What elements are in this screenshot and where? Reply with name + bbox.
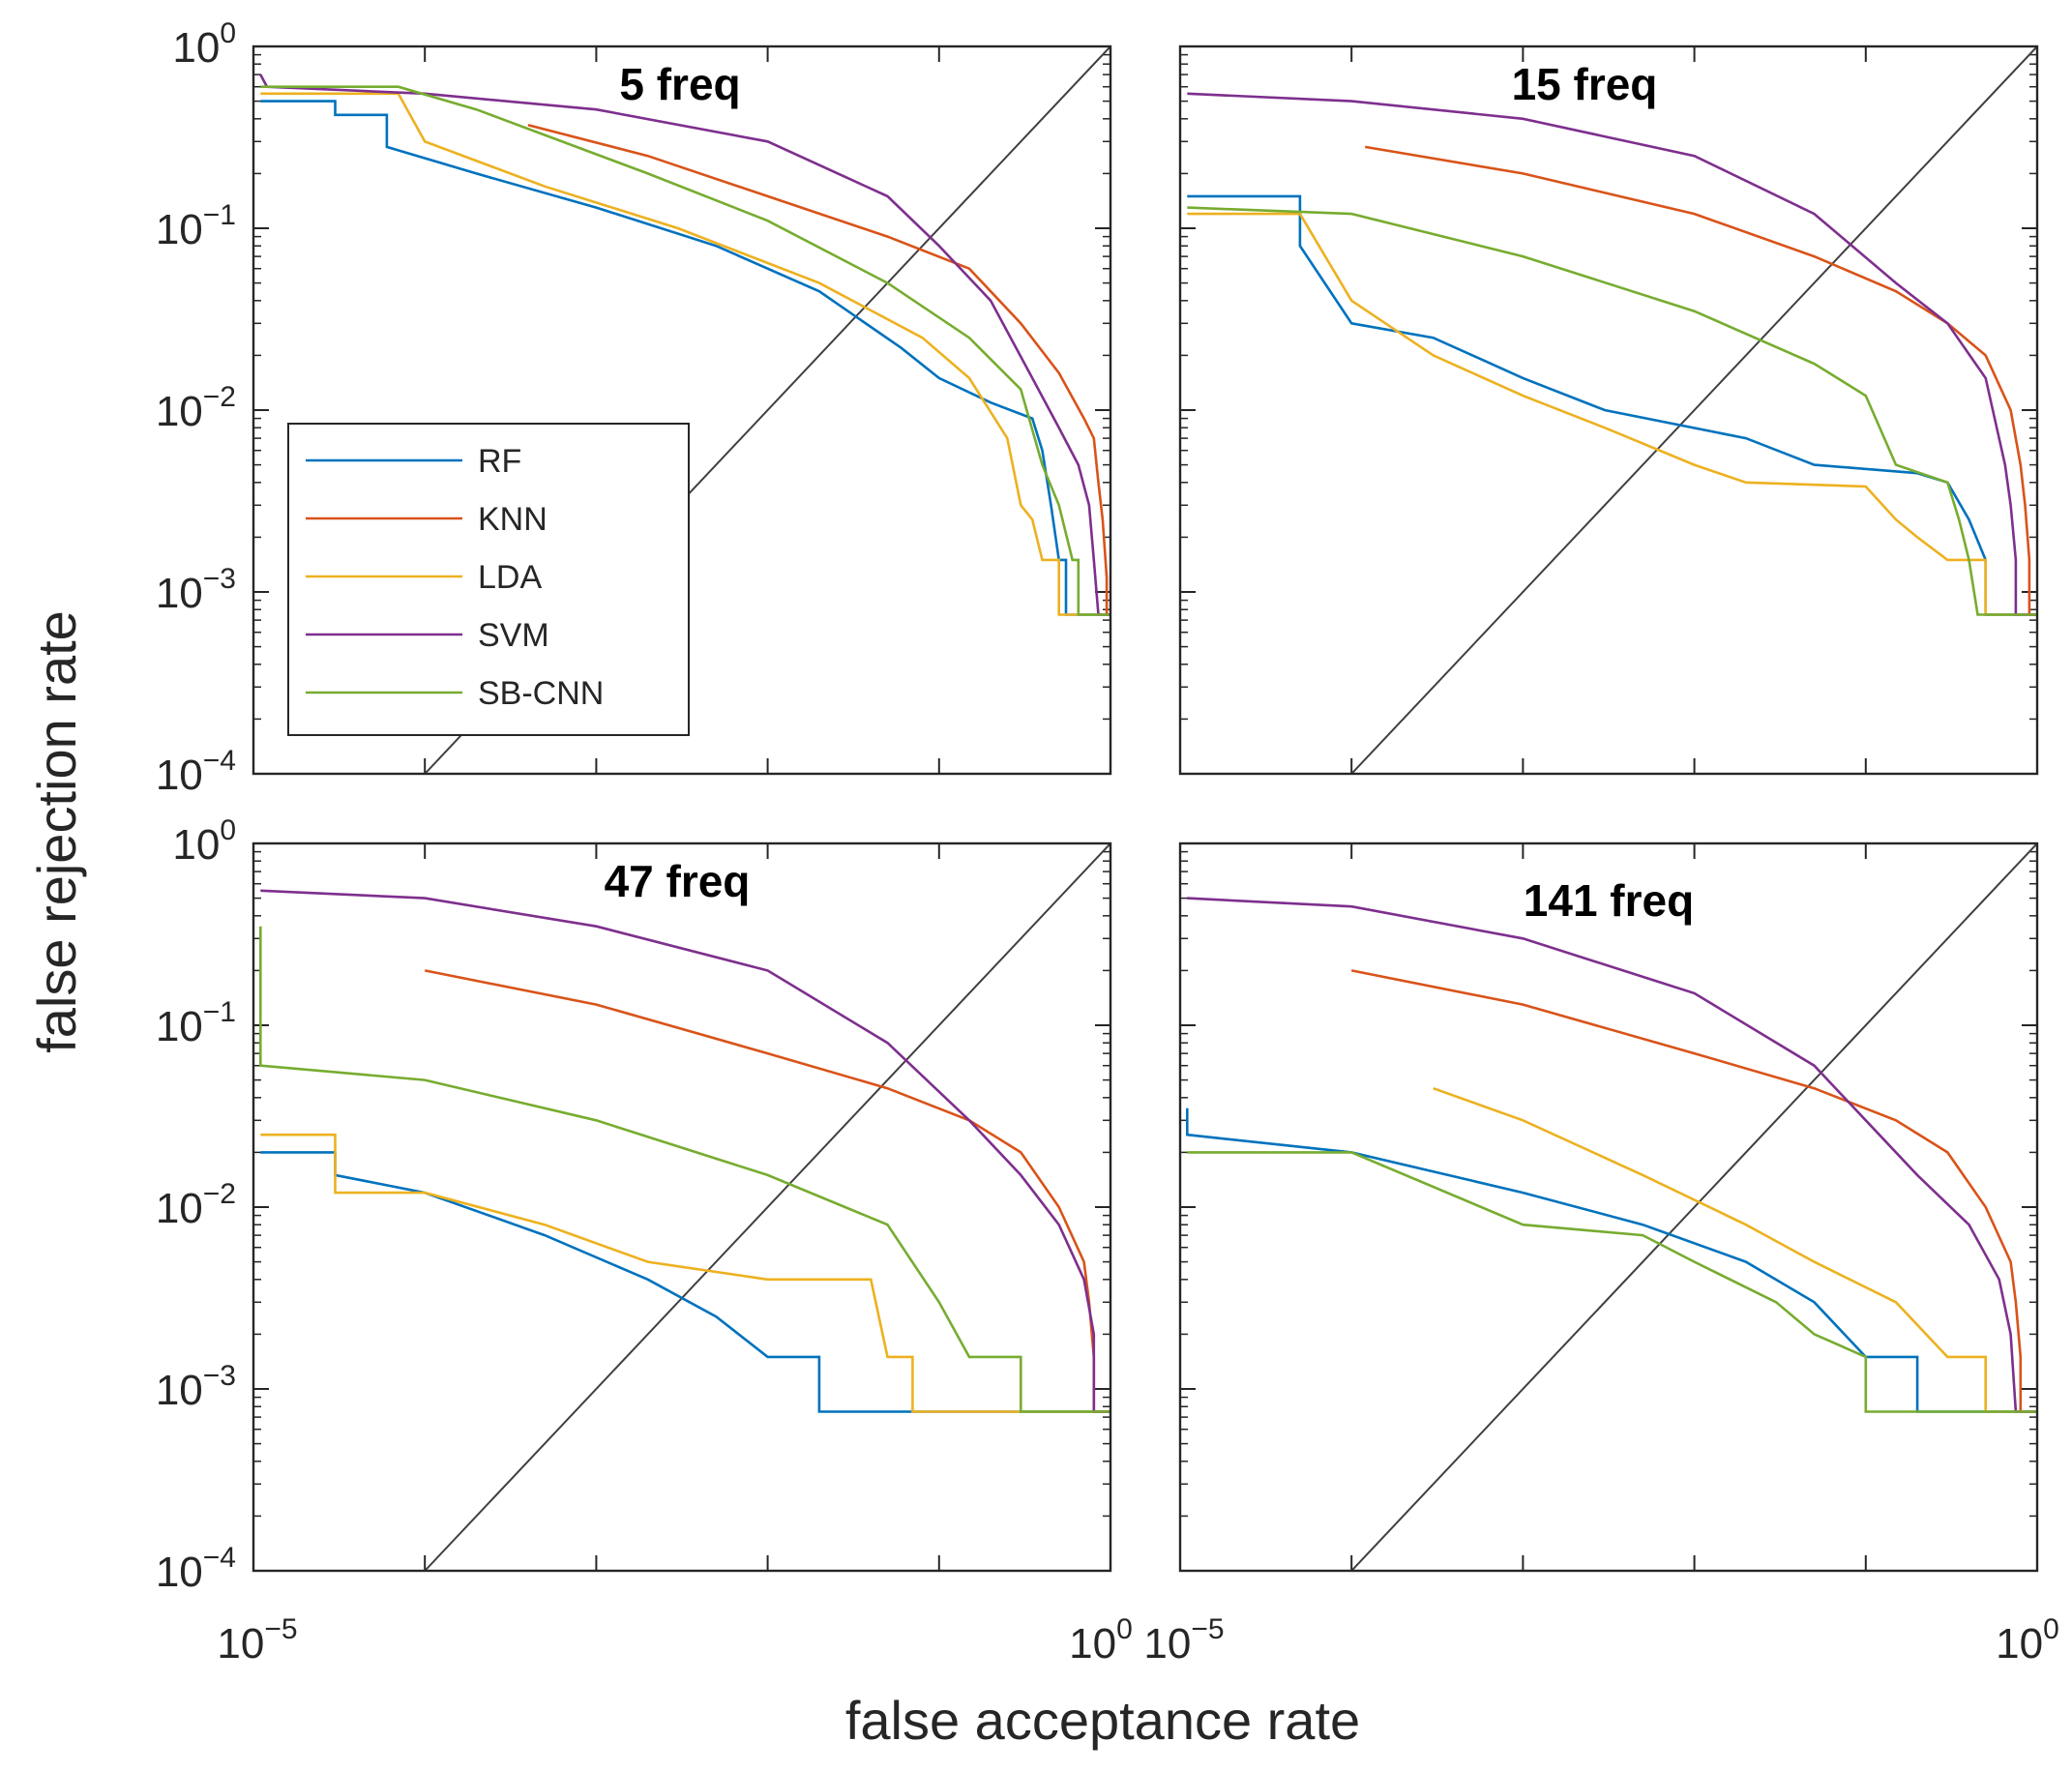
y-tick-label: 10−4: [156, 745, 236, 799]
x-tick-label: 10−5: [1143, 1613, 1224, 1668]
y-tick-label: 10−2: [156, 1178, 236, 1232]
panel-3: 100 10−1 10−2 10−3 10−4 10−5 100 47 freq: [156, 814, 1133, 1668]
series-line-lda: [260, 1133, 1110, 1413]
series-line-sb-cnn: [1187, 1151, 2037, 1413]
series-line-knn: [527, 123, 1110, 616]
panel-title: 15 freq: [1512, 59, 1658, 109]
series-line-sb-cnn: [259, 926, 1110, 1413]
series-line-rf: [1186, 1107, 2037, 1413]
y-tick-label: 10−2: [156, 381, 236, 435]
y-tick-label: 10−4: [156, 1542, 236, 1596]
axes-box: [252, 841, 1112, 1573]
panel-title: 47 freq: [605, 856, 751, 906]
panel-title: 141 freq: [1524, 875, 1694, 926]
series-line-knn: [1350, 969, 2037, 1413]
x-tick-label: 10−5: [217, 1613, 297, 1668]
series-line-svm: [1187, 897, 2037, 1413]
panel-title: 5 freq: [619, 59, 740, 109]
series-line-lda: [1187, 212, 2037, 616]
y-tick-label: 10−1: [156, 996, 236, 1050]
x-tick-label: 100: [1996, 1613, 2059, 1668]
legend-box: [287, 423, 690, 736]
legend-label: SB-CNN: [478, 675, 604, 712]
series-line-svm: [259, 74, 1110, 616]
legend-label: RF: [478, 443, 521, 480]
diagonal-line: [424, 843, 1110, 1571]
series-line-knn: [1364, 145, 2037, 616]
diagonal-line: [1350, 843, 2037, 1571]
y-tick-label: 10−3: [156, 563, 236, 617]
axes-box: [1178, 44, 2039, 776]
y-tick-label: 100: [172, 17, 236, 72]
legend-label: SVM: [478, 617, 549, 654]
legend: RF KNN LDA SVM SB-CNN: [287, 423, 690, 736]
panel-2: 15 freq: [1178, 44, 2039, 776]
axes-box: [252, 44, 1112, 776]
series-line-lda: [1433, 1086, 2037, 1413]
x-tick-label: 100: [1069, 1613, 1133, 1668]
panel-4: 10−5 100 141 freq: [1143, 841, 2059, 1668]
series-line-rf: [1187, 194, 2037, 616]
y-tick-label: 10−3: [156, 1360, 236, 1414]
y-tick-label: 10−1: [156, 199, 236, 253]
axes-box: [1178, 841, 2039, 1573]
legend-label: KNN: [478, 501, 548, 538]
y-tick-label: 100: [172, 814, 236, 869]
y-axis-title: false rejection rate: [26, 610, 87, 1053]
series-line-svm: [1187, 92, 2037, 616]
panel-1: 100 10−1 10−2 10−3 10−4 5 freq: [156, 17, 1112, 799]
series-line-sb-cnn: [1187, 206, 2037, 616]
series-line-sb-cnn: [260, 85, 1110, 616]
series-line-lda: [260, 92, 1110, 616]
diagonal-line: [1350, 46, 2037, 774]
legend-label: LDA: [478, 559, 542, 596]
x-axis-title: false acceptance rate: [845, 1690, 1360, 1751]
series-line-svm: [260, 889, 1110, 1413]
